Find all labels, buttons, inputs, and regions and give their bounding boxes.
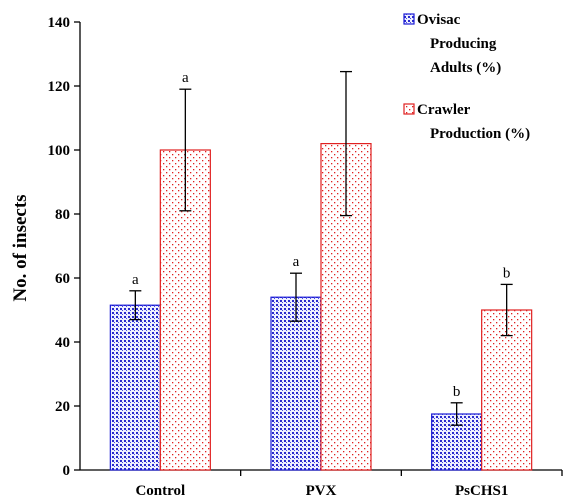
- data-label: a: [132, 272, 139, 288]
- y-tick-label: 120: [48, 79, 71, 95]
- y-axis-label: No. of insects: [10, 194, 31, 301]
- legend-swatch: [403, 103, 415, 115]
- y-tick-label: 40: [55, 335, 70, 351]
- x-tick-label: PVX: [306, 483, 337, 499]
- y-tick-label: 60: [55, 271, 70, 287]
- legend-label: Ovisac: [417, 12, 461, 28]
- y-tick-label: 140: [48, 15, 71, 31]
- y-tick-label: 80: [55, 207, 70, 223]
- x-tick-label: PsCHS1: [455, 483, 508, 499]
- legend-swatch: [403, 13, 415, 25]
- legend-label: Crawler: [417, 102, 471, 118]
- bar: [109, 304, 161, 471]
- data-label: b: [453, 384, 461, 400]
- data-label: b: [503, 265, 511, 281]
- legend-label: Adults (%): [430, 60, 501, 76]
- y-tick-label: 20: [55, 399, 70, 415]
- x-tick-label: Control: [135, 483, 185, 499]
- bars: a a b a b: [109, 70, 533, 471]
- bar: [481, 309, 533, 471]
- y-tick-label: 100: [48, 143, 71, 159]
- axes: 0 20 40 60 80 100 120 140 Control PVX PsCHS1: [48, 15, 563, 499]
- legend-label: Producing: [430, 36, 497, 52]
- y-tick-label: 0: [63, 463, 71, 479]
- data-label: a: [182, 70, 189, 86]
- legend: Ovisac Producing Adults (%) Crawler Producti…: [403, 12, 530, 142]
- data-label: a: [293, 254, 300, 270]
- bar: [270, 296, 322, 471]
- legend-label: Production (%): [430, 126, 530, 142]
